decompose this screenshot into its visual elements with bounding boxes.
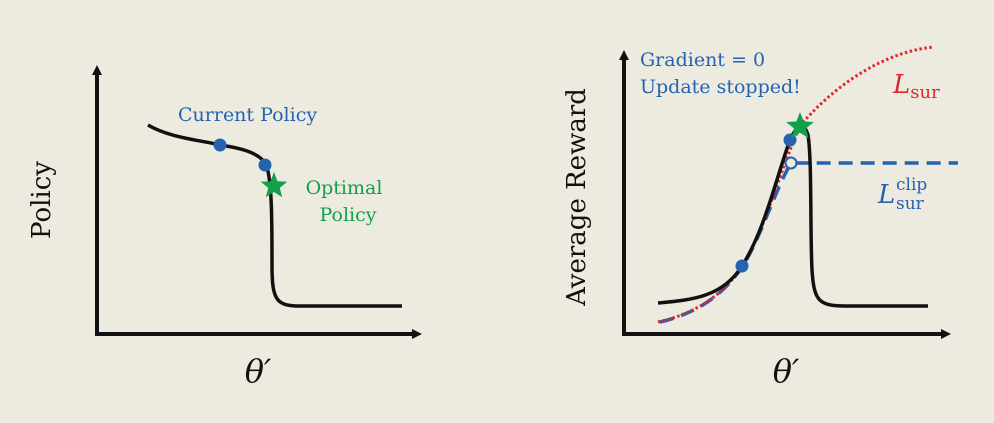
left-ylabel: Policy bbox=[27, 161, 57, 239]
lclip-label: L bbox=[877, 180, 895, 210]
optimal-reward-star-icon bbox=[786, 112, 814, 139]
average-reward-curve bbox=[657, 124, 928, 308]
lclip-sub: sur bbox=[896, 194, 925, 214]
lsur-label: Lsur bbox=[892, 70, 940, 103]
policy-point-2 bbox=[258, 158, 272, 172]
optimal-policy-label-line2: Policy bbox=[320, 204, 377, 226]
lsur-sub: sur bbox=[910, 82, 940, 103]
current-policy-point bbox=[213, 138, 227, 152]
current-policy-label: Current Policy bbox=[178, 104, 317, 126]
reward-point-start bbox=[735, 259, 749, 273]
lclip-sup: clip bbox=[896, 175, 927, 195]
lsur-base: L bbox=[892, 70, 910, 100]
right-panel: Average Reward θ′ Gradient = 0 Update st… bbox=[562, 45, 958, 390]
right-xlabel: θ′ bbox=[773, 352, 800, 390]
clip-start-open-point bbox=[784, 156, 798, 170]
optimal-policy-star-icon bbox=[260, 172, 288, 198]
right-ylabel: Average Reward bbox=[562, 88, 592, 307]
gradient-note-line1: Gradient = 0 bbox=[640, 49, 765, 71]
surrogate-curve bbox=[657, 45, 935, 324]
optimal-policy-label-line1: Optimal bbox=[306, 177, 383, 199]
left-xlabel: θ′ bbox=[245, 352, 272, 390]
left-panel: Policy θ′ Current Policy Optimal Policy bbox=[27, 65, 422, 390]
lclip-base: L bbox=[877, 180, 895, 210]
gradient-note-line2: Update stopped! bbox=[640, 76, 801, 98]
